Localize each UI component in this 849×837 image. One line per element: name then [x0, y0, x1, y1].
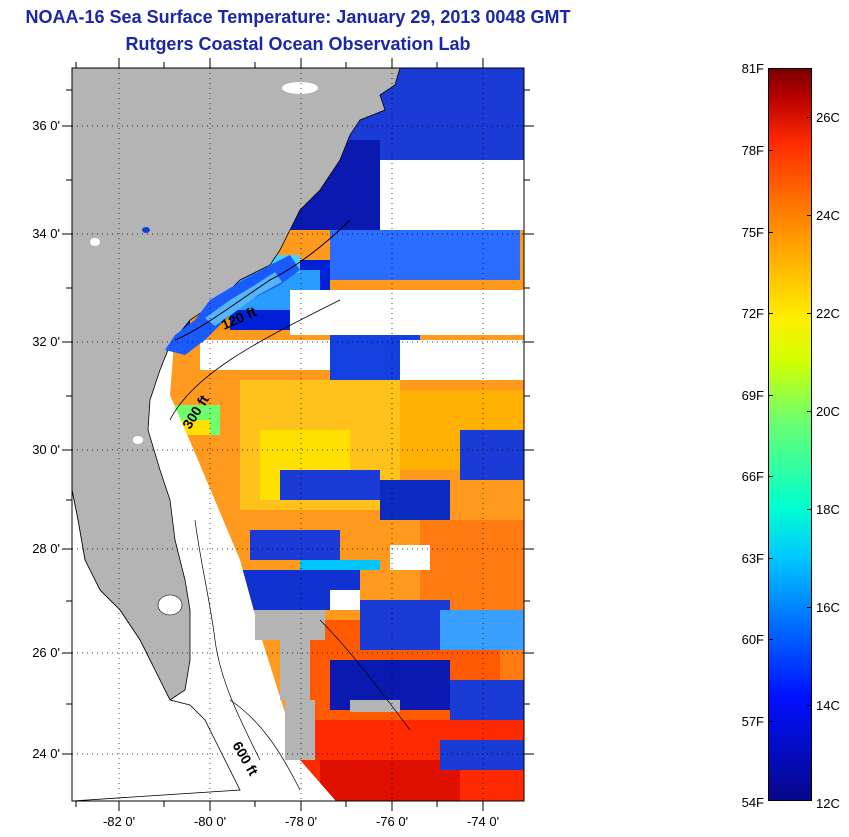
colorbar-f-label: 60F	[741, 632, 764, 647]
colorbar-f-label: 72F	[741, 306, 764, 321]
latitude-label: 28 0'	[32, 541, 60, 556]
latitude-label: 32 0'	[32, 334, 60, 349]
latitude-label: 34 0'	[32, 226, 60, 241]
colorbar-f-label: 78F	[741, 143, 764, 158]
temperature-colorbar	[768, 68, 812, 801]
longitude-label: -74 0'	[466, 814, 500, 829]
sst-map-canvas: 120 ft 300 ft 600 ft	[62, 58, 534, 811]
colorbar-c-label: 24C	[816, 208, 840, 223]
latitude-label: 24 0'	[32, 746, 60, 761]
colorbar-f-label: 63F	[741, 551, 764, 566]
colorbar-c-label: 20C	[816, 404, 840, 419]
longitude-label: -78 0'	[284, 814, 318, 829]
latitude-label: 36 0'	[32, 118, 60, 133]
colorbar-f-label: 54F	[741, 795, 764, 810]
map-title: NOAA-16 Sea Surface Temperature: January…	[25, 7, 571, 27]
longitude-label: -82 0'	[102, 814, 136, 829]
graticule	[72, 68, 524, 801]
colorbar-c-label: 12C	[816, 796, 840, 811]
colorbar-c-label: 16C	[816, 600, 840, 615]
bahamas-land	[255, 610, 400, 760]
longitude-label: -76 0'	[375, 814, 409, 829]
colorbar-c-label: 14C	[816, 698, 840, 713]
colorbar-f-label: 81F	[741, 61, 764, 76]
map-subtitle: Rutgers Coastal Ocean Observation Lab	[125, 34, 471, 54]
colorbar-f-label: 57F	[741, 714, 764, 729]
colorbar-f-label: 75F	[741, 225, 764, 240]
colorbar-f-label: 69F	[741, 388, 764, 403]
sst-map: 120 ft 300 ft 600 ft 36 0' 34 0' 32 0' 3…	[32, 58, 534, 829]
colorbar-f-label: 66F	[741, 469, 764, 484]
colorbar-c-label: 26C	[816, 110, 840, 125]
latitude-label: 30 0'	[32, 442, 60, 457]
colorbar-c-label: 18C	[816, 502, 840, 517]
longitude-label: -80 0'	[193, 814, 227, 829]
latitude-label: 26 0'	[32, 645, 60, 660]
colorbar-c-label: 22C	[816, 306, 840, 321]
